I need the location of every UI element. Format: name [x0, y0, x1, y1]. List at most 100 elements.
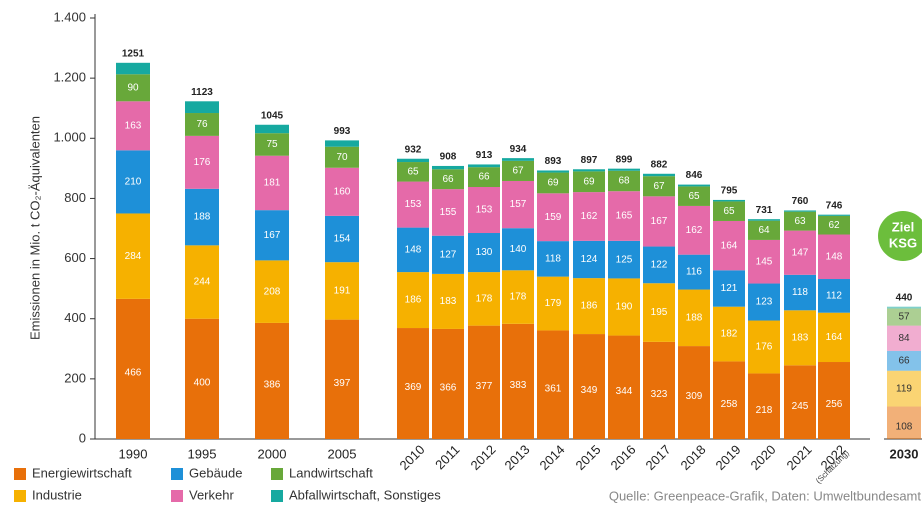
bar-segment [887, 370, 921, 407]
segment-label: 176 [756, 342, 773, 353]
segment-label: 400 [194, 377, 211, 388]
legend-label: Verkehr [189, 487, 234, 502]
segment-label: 154 [334, 234, 351, 245]
y-tick-label: 600 [64, 250, 86, 265]
segment-label: 118 [792, 287, 808, 298]
bar-segment [818, 215, 850, 235]
bar-segment [887, 325, 921, 351]
x-tick-label: 2011 [432, 442, 462, 472]
segment-label: 130 [476, 247, 493, 258]
segment-label: 386 [264, 380, 281, 391]
segment-label: 68 [618, 176, 630, 187]
x-tick-label: 2005 [328, 446, 357, 461]
segment-label: 183 [440, 296, 457, 307]
bar-segment [432, 169, 464, 190]
segment-label: 84 [898, 333, 910, 344]
total-label: 731 [756, 205, 773, 216]
y-axis-label: Emissionen in Mio. t CO₂-Äquivalenten [27, 116, 42, 340]
segment-label: 66 [898, 355, 910, 366]
bar-segment [325, 167, 359, 216]
segment-label: 64 [758, 225, 770, 236]
segment-label: 62 [828, 220, 840, 231]
legend-swatch [271, 468, 283, 480]
x-tick-label: 2016 [607, 442, 638, 473]
bar-segment [713, 361, 745, 439]
bar-segment [255, 322, 289, 439]
segment-label: 119 [896, 383, 912, 394]
segment-label: 121 [721, 283, 738, 294]
segment-label: 210 [125, 177, 142, 188]
badge-text: Ziel [892, 219, 914, 234]
total-label: 1251 [122, 48, 145, 59]
bar-segment [537, 170, 569, 173]
bar-segment [573, 334, 605, 439]
legend-label: Industrie [32, 487, 82, 502]
total-label: 908 [440, 152, 457, 163]
segment-label: 153 [405, 199, 422, 210]
segment-label: 191 [334, 286, 351, 297]
segment-label: 90 [127, 82, 139, 93]
segment-label: 208 [264, 286, 281, 297]
y-tick-label: 400 [64, 310, 86, 325]
x-tick-label: 2014 [536, 442, 567, 473]
legend-swatch [14, 468, 26, 480]
bar-segment [608, 278, 640, 336]
y-tick-label: 1.200 [53, 70, 86, 85]
bar-segment [537, 241, 569, 277]
bar-segment [397, 227, 429, 273]
total-label: 1123 [191, 87, 213, 98]
bar-segment [678, 254, 710, 290]
bar-segment [325, 262, 359, 320]
total-label: 1045 [261, 110, 284, 121]
segment-label: 323 [651, 389, 668, 400]
segment-label: 76 [196, 119, 208, 130]
bar-segment [255, 133, 289, 156]
segment-label: 190 [616, 302, 633, 313]
bar-segment [468, 187, 500, 234]
segment-label: 186 [405, 295, 422, 306]
bar-segment [255, 155, 289, 211]
bar-segment [255, 210, 289, 261]
bar-segment [713, 199, 745, 202]
bar-segment [325, 319, 359, 439]
bar-segment [818, 234, 850, 280]
bar-segment [185, 318, 219, 439]
segment-label: 218 [756, 405, 773, 416]
source: Quelle: Greenpeace-Grafik, Daten: Umwelt… [609, 488, 922, 503]
bar-segment [784, 230, 816, 275]
bar-segment [748, 373, 780, 439]
segment-label: 397 [334, 378, 351, 389]
bar-segment [502, 228, 534, 271]
bar-segment [608, 191, 640, 241]
bar-segment [502, 180, 534, 229]
bar-segment [678, 346, 710, 439]
segment-label: 67 [653, 181, 665, 192]
bar-segment [818, 312, 850, 363]
segment-label: 244 [194, 277, 211, 288]
segment-label: 164 [721, 240, 738, 251]
x-tick-label: 2000 [258, 446, 287, 461]
segment-label: 63 [794, 216, 806, 227]
segment-label: 69 [547, 178, 559, 189]
segment-label: 165 [616, 211, 633, 222]
bar-segment [502, 270, 534, 324]
y-tick-label: 800 [64, 190, 86, 205]
bar-segment [397, 272, 429, 329]
bar-segment [643, 176, 675, 197]
legend-label: Abfallwirtschaft, Sonstiges [289, 487, 441, 502]
bar-segment [502, 158, 534, 161]
bar-segment [713, 270, 745, 307]
total-label: 846 [686, 170, 703, 181]
segment-label: 65 [407, 166, 419, 177]
bar-segment [818, 279, 850, 313]
bar-segment [537, 330, 569, 439]
bar-segment [468, 164, 500, 168]
bar-segment [468, 233, 500, 273]
bar-segment [678, 186, 710, 206]
total-label: 934 [510, 144, 527, 155]
bar-segment [887, 406, 921, 439]
bar-segment [397, 328, 429, 439]
bar-segment [713, 201, 745, 221]
bar-segment [116, 62, 150, 75]
bar-segment [573, 278, 605, 335]
